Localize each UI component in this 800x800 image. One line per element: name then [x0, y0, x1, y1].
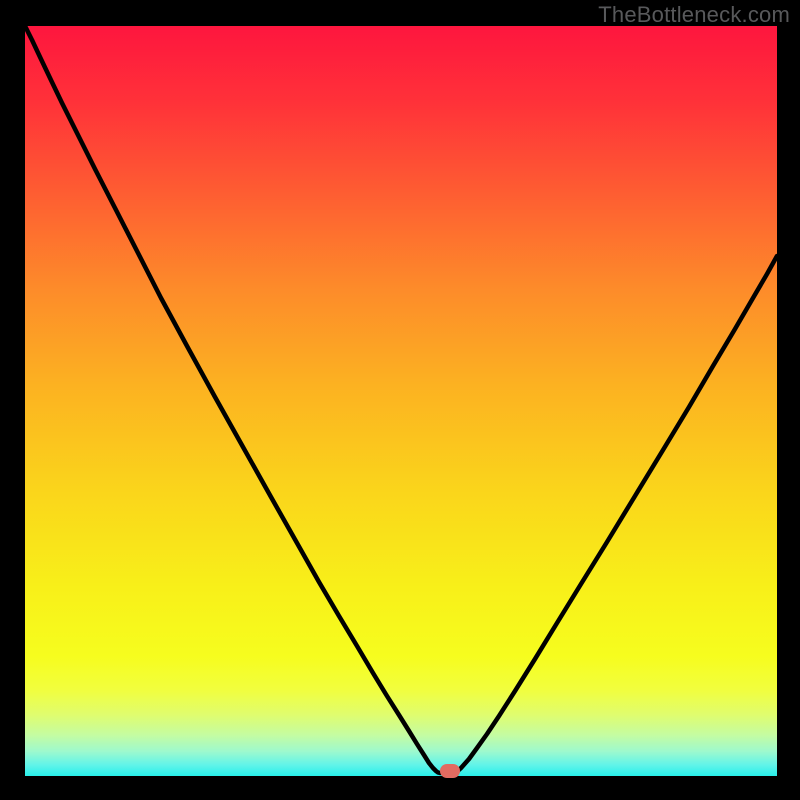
bottleneck-chart: [25, 26, 777, 776]
optimum-marker: [440, 764, 460, 778]
watermark-text: TheBottleneck.com: [598, 2, 790, 28]
chart-frame: TheBottleneck.com: [0, 0, 800, 800]
plot-background: [25, 26, 777, 776]
